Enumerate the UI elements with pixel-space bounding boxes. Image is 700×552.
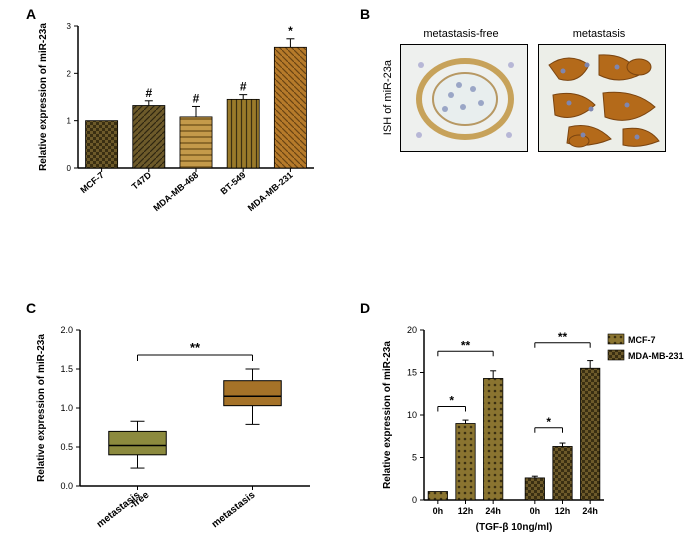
box — [109, 431, 167, 454]
svg-text:T47D: T47D — [130, 170, 154, 192]
svg-text:1: 1 — [67, 117, 72, 126]
svg-text:0.0: 0.0 — [60, 481, 73, 491]
svg-text:0: 0 — [67, 164, 72, 173]
legend-swatch — [608, 334, 624, 344]
svg-text:MDA-MB-231: MDA-MB-231 — [246, 170, 295, 213]
panel-b-title-met: metastasis — [535, 28, 663, 40]
panel-b-ylabel: ISH of miR-23a — [382, 60, 394, 135]
svg-text:#: # — [193, 91, 200, 105]
legend-swatch — [608, 350, 624, 360]
svg-text:#: # — [145, 86, 152, 100]
bar — [180, 117, 212, 168]
svg-text:12h: 12h — [458, 506, 474, 516]
box — [224, 381, 282, 406]
panel-a-barchart: 0 1 2 3 Relative expression of miR-23a MCF-7 #… — [24, 8, 324, 238]
svg-text:MCF-7: MCF-7 — [78, 170, 105, 195]
panel-b-label: B — [360, 6, 370, 22]
bar — [428, 492, 447, 501]
bar — [227, 99, 259, 168]
svg-text:5: 5 — [412, 453, 417, 463]
svg-text:Relative expression of miR-23a: Relative expression of miR-23a — [38, 23, 49, 171]
panel-c-boxplot: 0.0 0.5 1.0 1.5 2.0 Relative expression of mi… — [24, 316, 324, 546]
bar — [580, 368, 599, 500]
svg-text:(TGF-β 10ng/ml): (TGF-β 10ng/ml) — [476, 522, 553, 533]
svg-text:24h: 24h — [485, 506, 501, 516]
panel-b-image-met — [538, 44, 666, 152]
bar — [456, 424, 475, 501]
svg-text:12h: 12h — [555, 506, 571, 516]
svg-text:10: 10 — [407, 410, 417, 420]
bar — [553, 446, 572, 500]
svg-text:**: ** — [558, 330, 568, 344]
panel-c-label: C — [26, 300, 36, 316]
svg-text:*: * — [546, 415, 551, 429]
svg-text:24h: 24h — [582, 506, 598, 516]
svg-text:3: 3 — [67, 22, 72, 31]
bar — [133, 106, 165, 168]
panel-b-container: metastasis-free metastasis ISH of miR-23… — [382, 28, 678, 152]
svg-text:Relative expression of miR-23a: Relative expression of miR-23a — [382, 341, 393, 489]
legend-label: MCF-7 — [628, 335, 656, 345]
bar — [483, 378, 502, 500]
svg-text:0: 0 — [412, 495, 417, 505]
svg-text:*: * — [288, 24, 293, 38]
svg-text:0h: 0h — [530, 506, 541, 516]
panel-b-image-free — [400, 44, 528, 152]
svg-text:2.0: 2.0 — [60, 325, 73, 335]
panel-d-barchart: 0 5 10 15 20 Relative expression of miR-23a 0h… — [372, 316, 692, 546]
bar — [274, 47, 306, 168]
svg-text:*: * — [449, 394, 454, 408]
legend-label: MDA-MB-231 — [628, 351, 684, 361]
svg-text:#: # — [240, 80, 247, 94]
panel-b-title-free: metastasis-free — [397, 28, 525, 40]
svg-text:metastasis: metastasis — [210, 489, 258, 530]
bar — [86, 121, 118, 168]
svg-text:1.5: 1.5 — [60, 364, 73, 374]
svg-text:Relative expression of miR-23a: Relative expression of miR-23a — [36, 334, 47, 482]
panel-d-label: D — [360, 300, 370, 316]
svg-text:2: 2 — [67, 69, 72, 78]
svg-text:0h: 0h — [433, 506, 444, 516]
svg-text:MDA-MB-468: MDA-MB-468 — [151, 170, 200, 213]
bar — [525, 478, 544, 500]
svg-text:BT-549: BT-549 — [218, 170, 247, 197]
svg-text:**: ** — [190, 340, 201, 355]
svg-text:15: 15 — [407, 368, 417, 378]
svg-text:20: 20 — [407, 325, 417, 335]
svg-text:0.5: 0.5 — [60, 442, 73, 452]
svg-text:**: ** — [461, 338, 471, 352]
svg-text:1.0: 1.0 — [60, 403, 73, 413]
